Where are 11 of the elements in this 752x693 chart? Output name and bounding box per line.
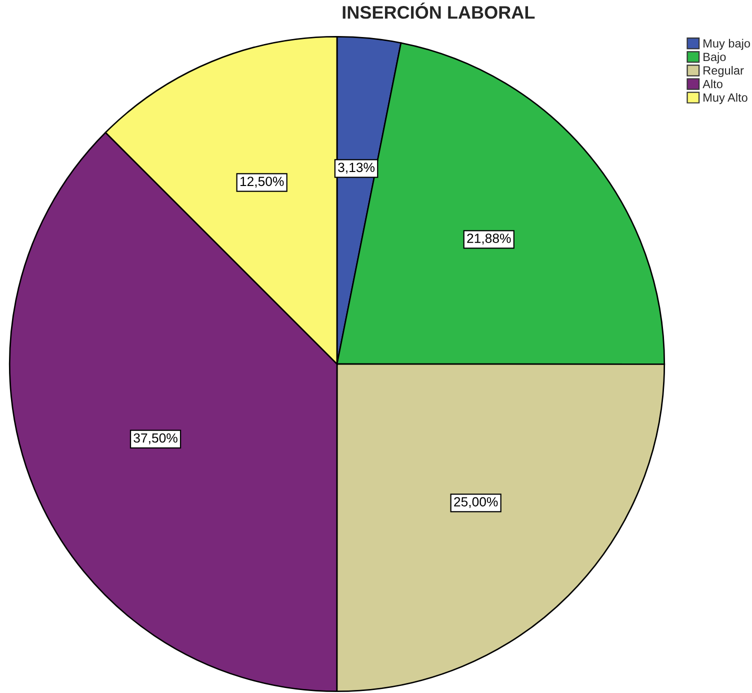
data-label: 21,88% xyxy=(467,234,511,245)
data-label: 37,50% xyxy=(134,433,178,444)
data-label: 25,00% xyxy=(454,497,498,508)
legend-label: Regular xyxy=(704,66,744,77)
data-label: 12,50% xyxy=(240,176,284,188)
data-label: 3,13% xyxy=(338,162,375,174)
legend-label: Bajo xyxy=(704,52,726,64)
chart-title: INSERCIÓN LABORAL xyxy=(342,2,535,19)
legend-label: Muy Alto xyxy=(704,93,748,104)
legend-label: Alto xyxy=(702,80,722,88)
legend-label: Muy bajo xyxy=(704,38,750,50)
